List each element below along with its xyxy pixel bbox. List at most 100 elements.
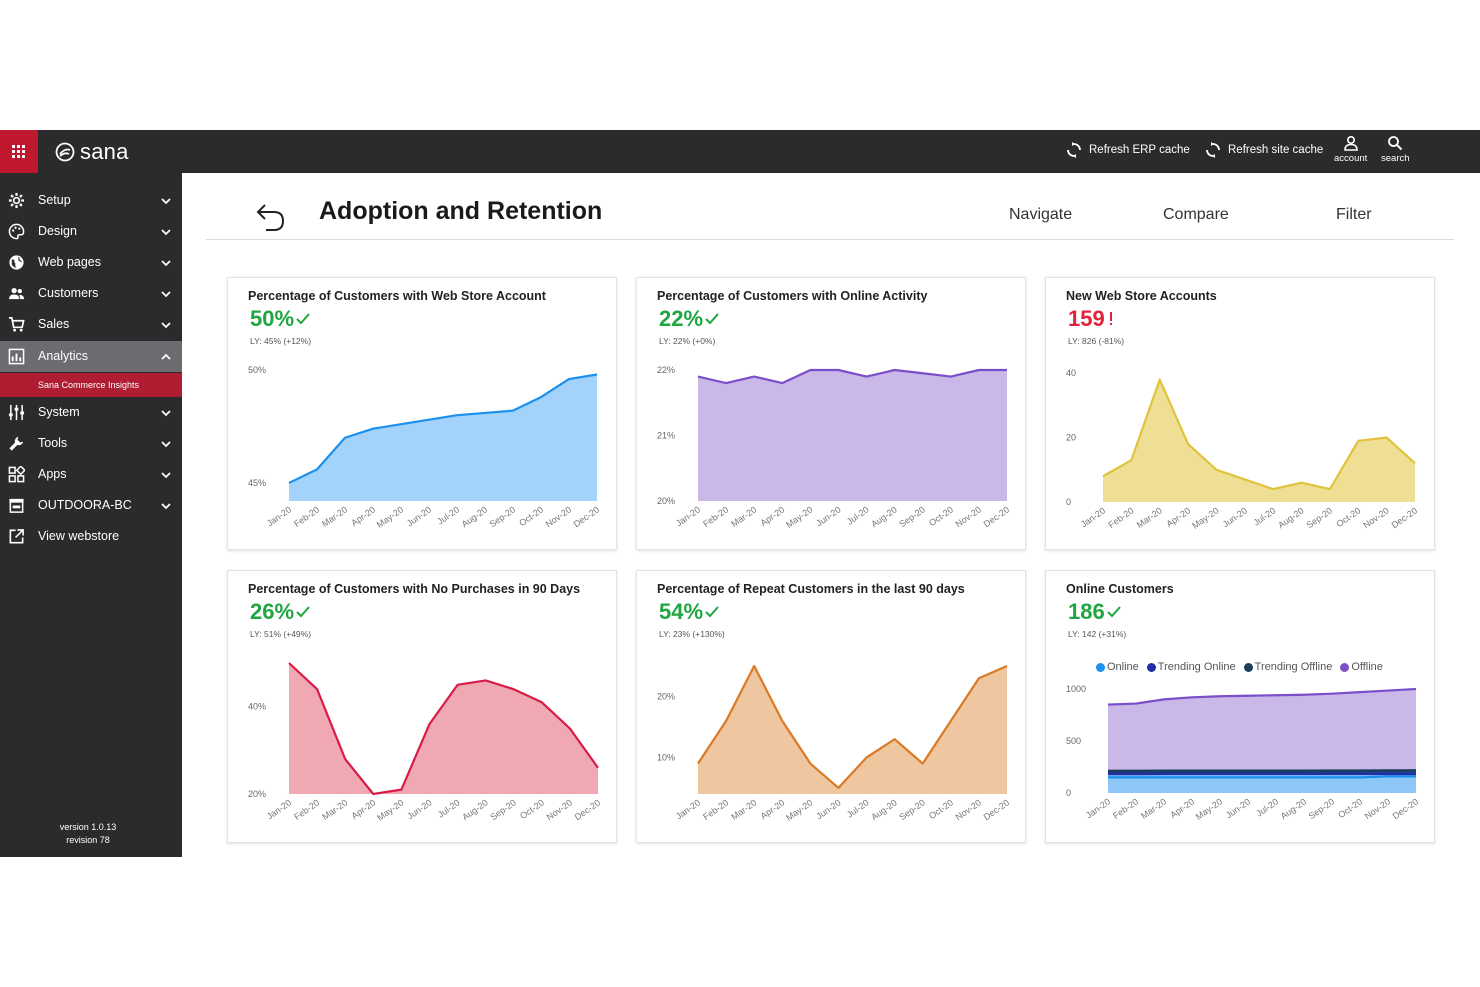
legend-label: Trending Offline (1254, 661, 1333, 673)
sidebar-item-outdoora-bc[interactable]: OUTDOORA-BC (0, 490, 182, 521)
kpi-value: 50% (250, 306, 295, 331)
x-tick-label: Mar-20 (320, 797, 349, 822)
sidebar-item-setup[interactable]: Setup (0, 185, 182, 216)
y-tick-label: 0 (1066, 497, 1071, 507)
card-title: Online Customers (1066, 582, 1174, 596)
legend-item-online[interactable]: Online (1096, 661, 1139, 673)
filter-button[interactable]: Filter (1336, 206, 1372, 223)
refresh-site-label: Refresh site cache (1228, 144, 1324, 156)
area-fill (1103, 379, 1415, 502)
x-tick-label: Feb-20 (1111, 796, 1140, 821)
x-tick-label: Nov-20 (954, 504, 984, 529)
legend-label: Trending Online (1157, 661, 1236, 673)
version-text: version 1.0.13 (59, 822, 117, 832)
x-tick-label: Sep-20 (1307, 796, 1337, 821)
check-icon (296, 313, 310, 325)
store-icon (9, 498, 24, 513)
x-tick-label: Apr-20 (1164, 505, 1192, 529)
x-tick-label: Oct-20 (1336, 796, 1364, 820)
kpi-card-web-store-account[interactable]: Percentage of Customers with Web Store A… (227, 277, 617, 550)
x-tick-label: Mar-20 (729, 504, 758, 529)
x-tick-label: Nov-20 (954, 797, 984, 822)
sidebar-item-label: Web pages (38, 255, 102, 269)
x-tick-label: Jan-20 (265, 797, 293, 821)
sidebar-item-design[interactable]: Design (0, 216, 182, 247)
x-tick-label: Jul-20 (845, 797, 871, 819)
x-tick-label: Feb-20 (701, 504, 730, 529)
sidebar-item-system[interactable]: System (0, 397, 182, 428)
series-line (288, 662, 599, 796)
x-tick-label: Jul-20 (1254, 796, 1280, 818)
account-button[interactable]: account (1334, 135, 1367, 164)
x-tick-label: Jul-20 (1252, 505, 1278, 527)
x-tick-label: Apr-20 (1168, 796, 1196, 820)
y-tick-label: 20% (657, 496, 675, 506)
x-tick-label: Sep-20 (488, 504, 518, 529)
compare-button[interactable]: Compare (1163, 206, 1229, 223)
x-tick-label: Jan-20 (1084, 796, 1112, 820)
refresh-site-cache-button[interactable]: Refresh site cache (1205, 142, 1323, 158)
x-tick-label: Jun-20 (405, 504, 433, 528)
x-tick-label: Jul-20 (845, 504, 871, 526)
sidebar-item-web-pages[interactable]: Web pages (0, 247, 182, 278)
last-year-comparison: LY: 142 (+31%) (1068, 629, 1127, 639)
x-tick-label: Jan-20 (265, 504, 293, 528)
kpi-card-no-purchases-90-days[interactable]: Percentage of Customers with No Purchase… (227, 570, 617, 843)
refresh-icon (1206, 142, 1220, 158)
back-arrow-icon[interactable] (252, 195, 292, 235)
y-tick-label: 50% (248, 365, 266, 375)
brand-logo[interactable]: sana (55, 139, 129, 165)
sidebar-item-view-webstore[interactable]: View webstore (0, 521, 182, 552)
sidebar-item-customers[interactable]: Customers (0, 278, 182, 309)
x-tick-label: Dec-20 (573, 797, 603, 822)
x-tick-label: Aug-20 (460, 797, 490, 822)
app-launcher-button[interactable] (0, 130, 38, 173)
refresh-erp-cache-button[interactable]: Refresh ERP cache (1066, 142, 1190, 158)
card-title: New Web Store Accounts (1066, 289, 1217, 303)
y-tick-label: 21% (657, 431, 675, 441)
chevron-up-icon (161, 353, 171, 360)
kpi-card-online-activity[interactable]: Percentage of Customers with Online Acti… (636, 277, 1026, 550)
legend-item-trending-offline[interactable]: Trending Offline (1243, 661, 1333, 673)
sidebar-item-label: Customers (38, 286, 99, 300)
sidebar-item-apps[interactable]: Apps (0, 459, 182, 490)
sidebar-item-analytics[interactable]: Analytics (0, 341, 182, 372)
page-title: Adoption and Retention (319, 197, 603, 225)
kpi-card-new-web-store-accounts[interactable]: New Web Store Accounts 159 LY: 826 (-81%… (1045, 277, 1435, 550)
kpi-card-online-customers[interactable]: Online Customers 186 LY: 142 (+31%) Onli… (1045, 570, 1435, 843)
sidebar-item-sales[interactable]: Sales (0, 309, 182, 340)
refresh-icon (1067, 142, 1081, 158)
sidebar-item-tools[interactable]: Tools (0, 428, 182, 459)
y-tick-label: 22% (657, 365, 675, 375)
last-year-comparison: LY: 23% (+130%) (659, 629, 725, 639)
kpi-value-group: 26% (250, 599, 310, 625)
x-tick-label: Feb-20 (292, 504, 321, 529)
x-tick-label: Jun-20 (1224, 796, 1252, 820)
search-icon (1388, 136, 1403, 151)
x-tick-label: Oct-20 (927, 504, 955, 528)
top-bar: sana Refresh ERP cache Refresh site cach… (0, 130, 1480, 173)
x-tick-label: Apr-20 (349, 504, 377, 528)
search-button[interactable]: search (1381, 135, 1410, 164)
x-tick-label: Dec-20 (1391, 796, 1421, 821)
x-tick-label: May-20 (375, 797, 405, 822)
sidebar-item-label: Tools (38, 436, 68, 450)
sidebar-subitem-sana-commerce-insights[interactable]: Sana Commerce Insights (0, 373, 182, 397)
user-icon (1343, 135, 1358, 151)
card-title: Percentage of Customers with No Purchase… (248, 582, 581, 596)
x-tick-label: Feb-20 (701, 797, 730, 822)
x-tick-label: Aug-20 (869, 504, 899, 529)
kpi-value: 22% (659, 306, 704, 331)
kpi-value: 159 (1068, 306, 1105, 331)
legend-item-trending-online[interactable]: Trending Online (1146, 661, 1236, 673)
legend-item-offline[interactable]: Offline (1340, 661, 1383, 673)
x-tick-label: Jun-20 (814, 504, 842, 528)
series-line-trending-offline (1108, 769, 1417, 773)
navigate-button[interactable]: Navigate (1009, 206, 1073, 223)
y-tick-label: 40 (1066, 368, 1076, 378)
chart-icon (8, 348, 25, 365)
series-line-online (1108, 775, 1416, 779)
kpi-card-repeat-customers[interactable]: Percentage of Repeat Customers in the la… (636, 570, 1026, 843)
